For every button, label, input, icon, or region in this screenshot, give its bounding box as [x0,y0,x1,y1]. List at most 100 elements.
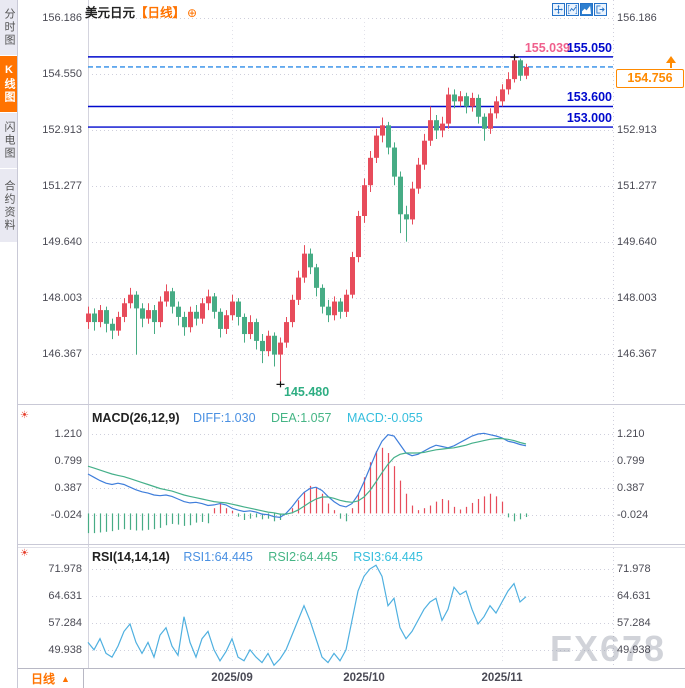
y-axis-tick: 71.978 [617,563,651,575]
move-tool-button[interactable] [552,3,565,16]
candle [506,79,511,90]
rsi-settings-icon[interactable]: ☀ [20,548,29,559]
candle [398,176,403,215]
candle [386,125,391,148]
macd-diff-value: DIFF:1.030 [193,411,256,425]
candle [392,147,397,177]
period-arrow-icon: ▲ [61,673,70,684]
candle [170,291,175,307]
candle [446,94,451,124]
y-axis-tick: 64.631 [617,590,651,602]
candle [440,123,445,131]
sidebar: 分时图 K线图 闪电图 合约资料 [0,0,18,688]
y-axis-tick: 146.367 [617,348,657,360]
candle [200,303,205,319]
support2-line-label: 153.000 [566,111,612,125]
x-axis-label: 2025/09 [211,672,253,684]
candle [356,215,361,258]
y-axis-tick: 0.799 [54,454,82,467]
candle [338,301,343,312]
candle [512,60,517,80]
candle [182,316,187,328]
candle [380,125,385,136]
candle [266,335,271,352]
sidebar-tab-timeline[interactable]: 分时图 [0,0,17,55]
candle [224,315,229,329]
candle [434,120,439,131]
sidebar-tab-candlestick[interactable]: K线图 [0,56,17,112]
y-axis-tick: 0.799 [617,454,645,467]
candle [422,140,427,165]
time-axis-bar: 日线 ▲ 2025/09 2025/10 2025/11 [18,668,685,688]
y-axis-tick: -0.024 [617,509,649,521]
exit-fullscreen-button[interactable] [594,3,607,16]
candle [212,296,217,312]
y-axis-tick: 148.003 [617,292,657,305]
symbol-title: 美元日元 [85,6,136,20]
sidebar-tab-lightning[interactable]: 闪电图 [0,113,17,168]
y-axis-tick: 57.284 [617,617,651,629]
candle [110,323,115,331]
range-zoom-button[interactable] [566,3,579,16]
rsi2-value: RSI2:64.445 [268,550,338,564]
candle [296,277,301,300]
candle [152,310,157,323]
exit-arrow-icon [596,5,605,14]
y-axis-tick: 152.913 [42,124,82,136]
move-icon [554,5,563,14]
candle [488,113,493,129]
chart-style-button[interactable] [580,3,593,16]
x-axis-label: 2025/11 [481,672,523,684]
y-axis-tick: 146.367 [42,348,82,360]
period-label: 日线 [31,672,56,686]
candle [176,306,181,317]
rsi3-value: RSI3:64.445 [353,550,423,564]
y-axis-tick: 49.938 [617,644,651,656]
chart-title-row: 美元日元【日线】 ⊕ [85,2,197,22]
candle [476,97,481,117]
y-axis-tick: 1.210 [617,428,645,440]
y-axis-tick: 149.640 [42,236,82,248]
x-axis-label: 2025/10 [343,672,385,684]
candle [500,89,505,102]
candle [290,299,295,323]
candle [332,301,337,316]
watermark: FX678 [550,628,667,669]
candle [134,294,139,309]
candle [236,301,241,317]
y-axis-tick: 0.387 [54,482,82,495]
y-axis-tick: 156.186 [42,12,82,24]
y-axis-tick: 152.913 [617,124,657,136]
y-axis-tick: -0.024 [50,509,82,521]
macd-header: MACD(26,12,9) DIFF:1.030 DEA:1.057 MACD:… [92,411,423,425]
macd-settings-icon[interactable]: ☀ [20,410,29,421]
candle [254,322,259,341]
sidebar-tab-contract-info[interactable]: 合约资料 [0,169,17,242]
y-axis-tick: 151.277 [42,179,82,192]
candle [308,253,313,268]
candle [242,316,247,335]
candle [350,257,355,295]
rsi-name: RSI(14,14,14) [92,550,170,564]
candle [326,306,331,316]
low-price-label: 145.480 [284,385,330,399]
candle [92,313,97,323]
candle [524,66,529,76]
candle [140,308,145,319]
candle [260,340,265,352]
candle [362,185,367,216]
add-indicator-icon[interactable]: ⊕ [187,6,198,20]
candle [494,101,499,114]
current-price-badge: 154.756 [616,69,684,88]
candle [410,188,415,220]
candle [428,120,433,141]
y-axis-tick: 148.003 [42,292,82,305]
period-tag: 【日线】 [135,6,186,20]
y-axis-tick: 149.640 [617,236,657,248]
rsi-header: RSI(14,14,14) RSI1:64.445 RSI2:64.445 RS… [92,550,423,564]
candle [314,267,319,288]
candle [344,294,349,312]
period-selector[interactable]: 日线 ▲ [18,669,84,688]
candle [470,97,475,107]
